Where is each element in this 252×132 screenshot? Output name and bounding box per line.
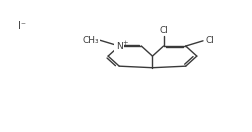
Text: I⁻: I⁻ [18,21,26,31]
Text: N: N [116,42,122,51]
Text: CH₃: CH₃ [82,36,99,45]
Text: Cl: Cl [205,36,214,45]
Text: Cl: Cl [159,25,168,35]
Text: +: + [122,40,128,46]
